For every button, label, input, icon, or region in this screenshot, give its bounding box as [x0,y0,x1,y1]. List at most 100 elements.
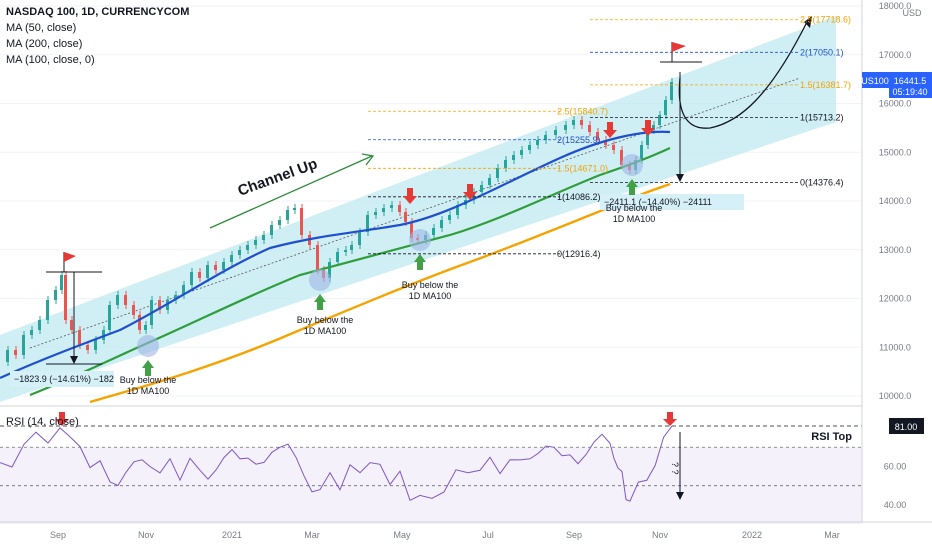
buy-label-line2: 1D MA100 [613,214,656,224]
buy-label-line1: Buy below the [120,375,177,385]
candle-body [30,330,33,335]
candle-body [596,132,599,140]
candle-body [316,245,319,270]
sell-arrow [641,120,655,136]
price-tick: 10000.0 [879,391,912,401]
candle-body [604,140,607,145]
candle-body [640,145,643,160]
fib-lower-label: 2(15255.9) [557,135,601,145]
candle-body [262,235,265,240]
candle-body [246,245,249,250]
fib-upper-label: 1.5(16381.7) [800,80,851,90]
candle-body [390,205,393,208]
candle-body [664,100,667,115]
channel-band [0,16,836,402]
ma100-legend[interactable]: MA (100, close, 0) [6,54,95,66]
candle-body [190,272,193,285]
candle-body [116,295,119,305]
candle-body [544,135,547,140]
candle-body [328,262,331,278]
fib-upper-label: 2(17050.1) [800,47,844,57]
rsi-sell-arrow [663,412,677,426]
time-tick: 2021 [222,530,242,540]
ma200-legend[interactable]: MA (200, close) [6,38,83,50]
candle-body [398,205,401,212]
rsi-top-tag-bg [889,418,924,434]
candle-body [448,215,451,220]
candle-body [60,275,63,290]
buy-arrow [142,360,154,376]
rsi-tick: 60.00 [884,461,907,471]
rsi-tick: 40.00 [884,500,907,510]
candle-body [222,262,225,270]
drop2-arrowhead [676,174,684,182]
candle-body [38,320,41,330]
candle-body [286,210,289,220]
candle-body [138,315,141,330]
time-tick: Sep [566,530,582,540]
candle-body [620,150,623,165]
candle-body [46,300,49,320]
countdown: 05:19:40 [892,87,927,97]
candle-body [488,178,491,185]
fib-lower-label: 2.5(15840.7) [557,106,608,116]
candle-body [382,208,385,212]
candle-body [374,212,377,215]
candle-body [512,155,515,160]
channel-arrow-head [361,153,375,166]
candle-body [344,250,347,252]
buy-arrow [626,179,638,195]
candle-body [520,150,523,155]
symbol-title: NASDAQ 100, 1D, CURRENCYCOM [6,6,190,18]
candle-body [182,285,185,295]
last-price-bg [889,72,932,98]
candle-body [440,220,443,228]
candle-body [54,290,57,300]
candle-body [536,140,539,145]
candle-body [6,350,9,362]
candle-body [238,250,241,255]
candle-body [214,265,217,270]
candle-body [144,325,147,330]
buy-arrow [314,294,326,310]
time-tick: Nov [652,530,669,540]
buy-label-line2: 1D MA100 [127,386,170,396]
time-tick: May [393,530,411,540]
drop1-label-bg [10,371,114,387]
candle-body [336,252,339,262]
candle-body [658,115,661,125]
ma50-legend[interactable]: MA (50, close) [6,22,77,34]
candle-body [350,245,353,250]
candle-body [528,145,531,150]
time-tick: Nov [138,530,155,540]
time-tick: Mar [824,530,840,540]
candle-body [496,168,499,178]
candle-body [432,228,435,235]
fib-lower-label: 1(14086.2) [557,192,601,202]
price-tick: 11000.0 [879,342,911,352]
sell-arrow [603,122,617,138]
drop2-label-bg [600,194,744,210]
rsi-top-tag: 81.00 [895,422,918,432]
candle-body [554,130,557,135]
candle-body [86,345,89,350]
symbol-tag: US100 [861,76,889,86]
candle-body [504,160,507,168]
candle-body [278,220,281,225]
buy-label-line2: 1D MA100 [409,291,452,301]
candle-body [124,295,127,305]
buy-label-line1: Buy below the [402,280,459,290]
candle-body [670,82,673,100]
sell-arrow [403,188,417,204]
last-price: 16441.5 [894,76,927,86]
rsi-line [0,425,673,502]
rsi-sell-arrow [55,412,69,426]
candle-body [158,300,161,310]
rsi-legend: RSI (14, close) [6,416,79,428]
time-tick: 2022 [742,530,762,540]
fib-upper-label: 0(14376.4) [800,178,844,188]
candle-body [300,208,303,235]
candle-body [78,330,81,345]
time-tick: Jul [482,530,494,540]
